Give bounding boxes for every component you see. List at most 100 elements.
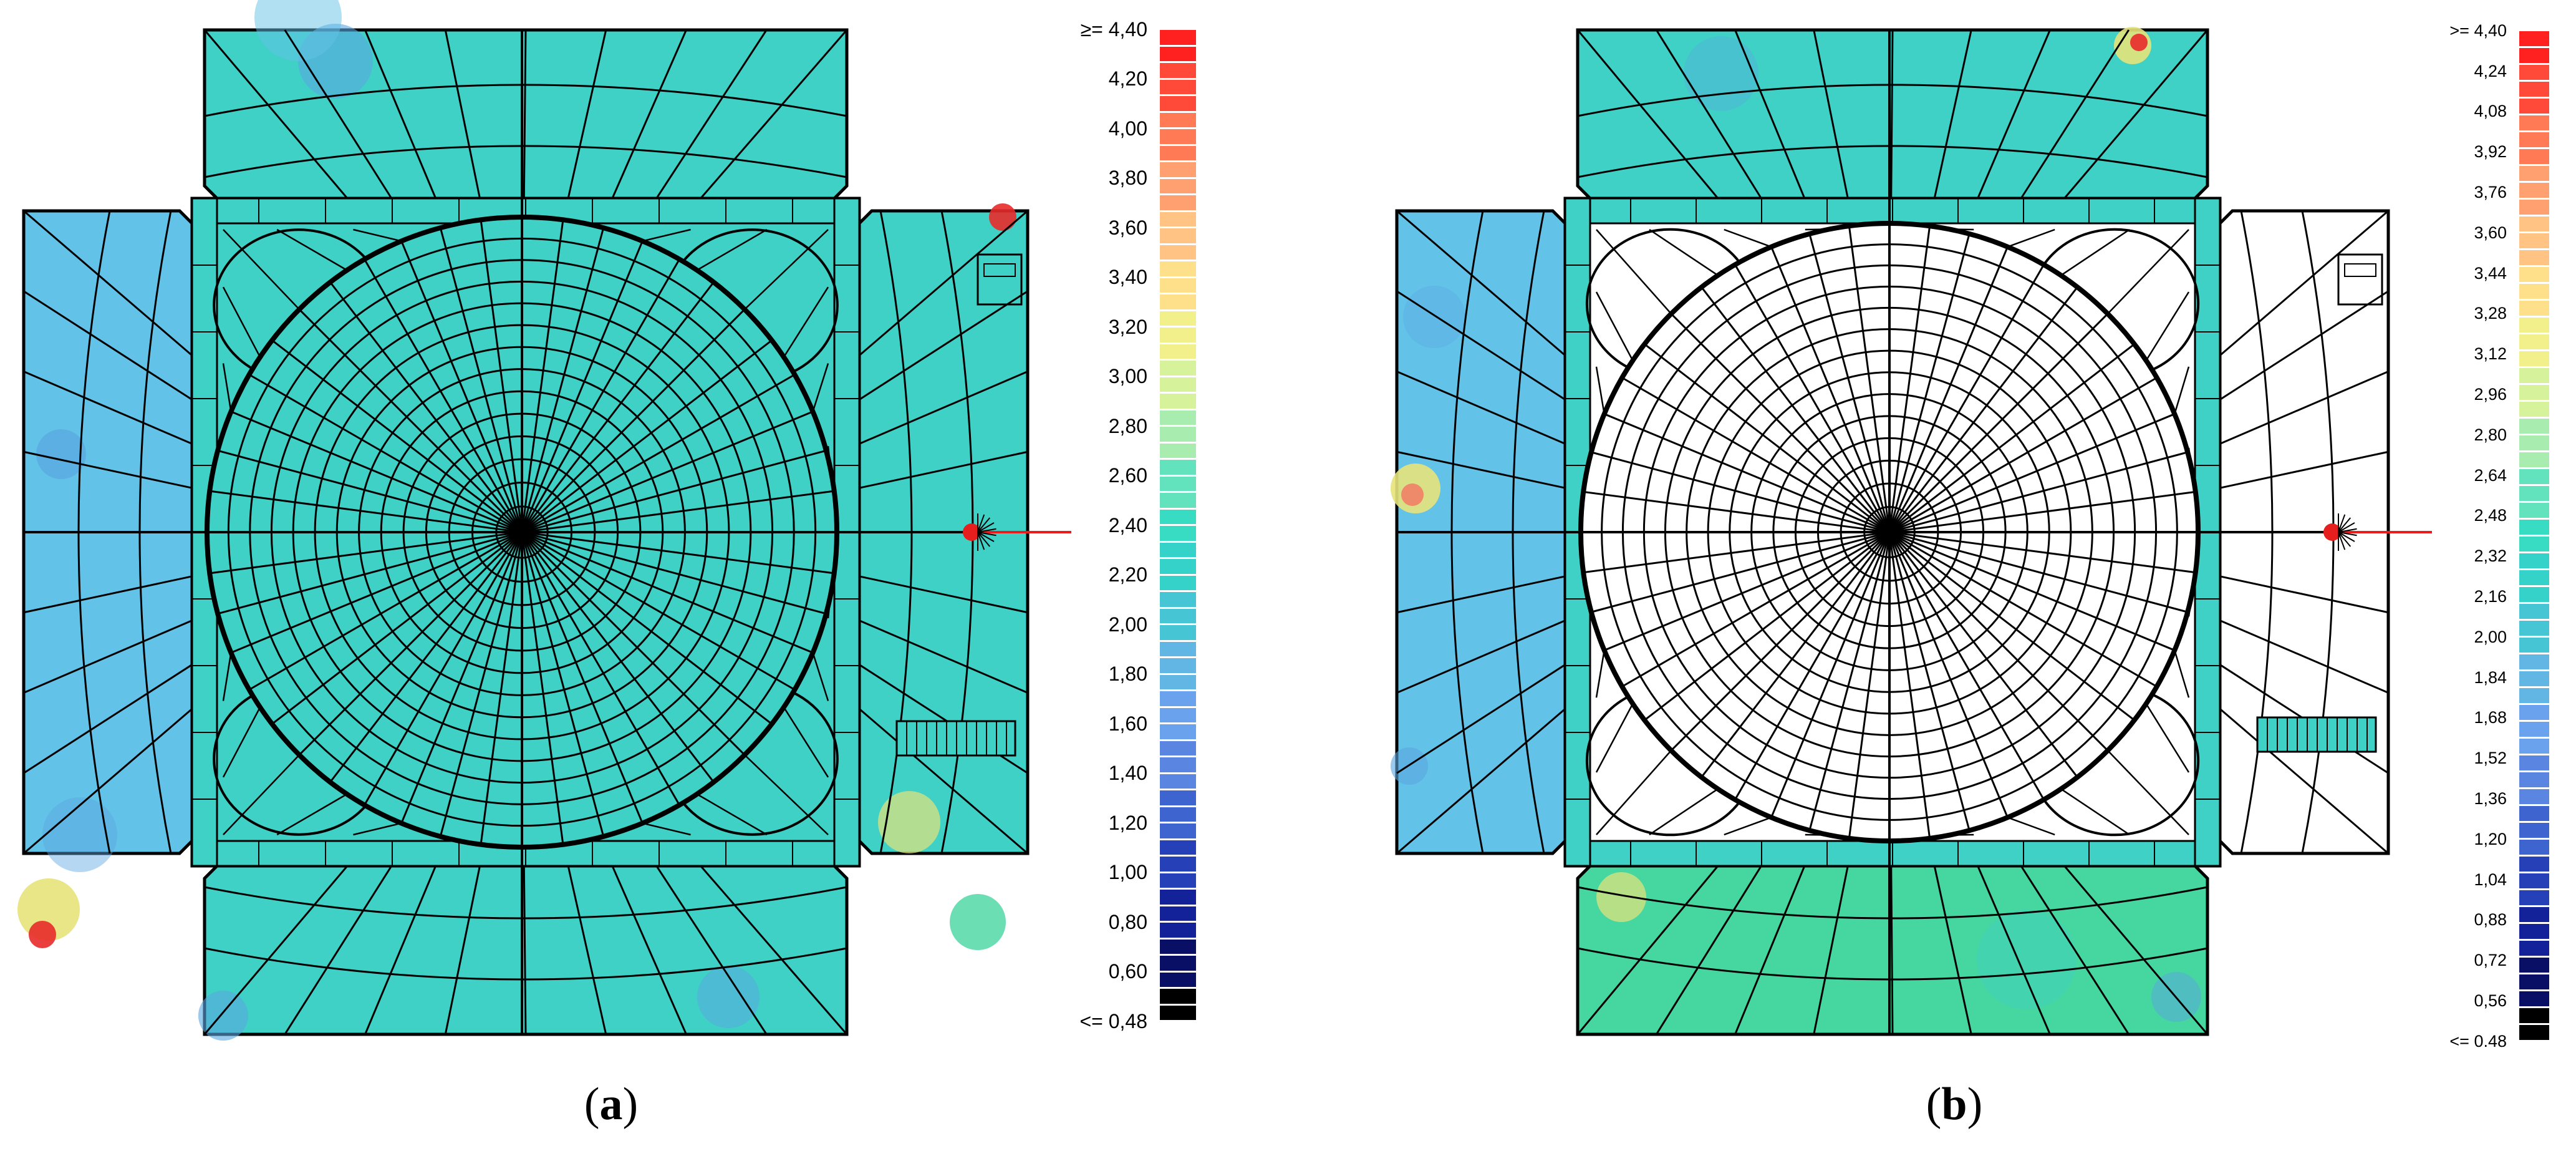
scale-tick-label: 2,80 [1108,414,1147,437]
wing-mesh-line [203,865,349,1035]
stress-hotspot [1401,483,1424,506]
wing-mesh-line [444,865,481,1035]
wing-mesh-line [23,371,193,445]
wing-mesh-line [2020,29,2130,199]
pendentive-mesh-line [783,286,829,358]
dome-meridian [298,308,518,528]
stress-hotspot [989,203,1016,231]
wing-mesh-line [23,575,193,614]
pendentive-mesh-line [1595,703,1634,773]
wing-mesh-line [2219,575,2389,614]
pendentive-mesh-line [696,793,768,836]
dome-meridian [1889,538,1931,838]
wing-mesh-line [1890,29,1894,199]
scale-color-band [1160,724,1196,739]
scale-color-band [2519,334,2549,349]
scale-tick-label: 1,80 [1108,663,1147,686]
dome-meridian [1604,533,1884,651]
stress-hotspot [878,791,940,853]
dome-meridian [528,449,827,532]
scale-tick-label: 3,40 [1108,266,1147,289]
wing-mesh-line [1576,865,1719,1035]
scale-color-band [2519,941,2549,956]
scale-tick-label: 1,00 [1108,861,1147,884]
wing-mesh-line [1655,29,1762,199]
wing-mesh-line [523,865,527,1035]
scale-color-band [1160,972,1196,987]
scale-tick-label: 3,76 [2474,183,2507,202]
wing-mesh-line [859,708,1028,855]
scale-color-band [1160,774,1196,789]
load-fan-line [2338,528,2357,533]
panel-b-caption-letter: b [1941,1079,1967,1130]
scale-color-band [1160,211,1196,226]
wing-mesh-line [1396,619,1566,694]
scale-color-band [1160,460,1196,475]
wing-mesh-line [23,210,193,356]
pendentive-mesh-line [1595,291,1634,361]
scale-color-band [2519,301,2549,316]
pendentive-mesh-line [1596,750,1672,835]
wing-arc [1577,145,2208,178]
dome-meridian [1891,537,2045,800]
scale-color-band [1160,112,1196,127]
scale-color-band [1160,559,1196,574]
pendentive-mesh-line [222,706,261,778]
room-outline [977,253,1023,306]
dome-meridian [528,532,834,575]
load-fan-line [977,532,985,550]
pendentive-mesh-line [1649,788,1719,836]
scale-tick-label: 0,60 [1108,960,1147,983]
scale-color-band [2519,469,2549,484]
dome-meridian [521,538,564,845]
dome-meridian [1808,233,1889,527]
dome-meridian [1848,226,1890,527]
scale-color-band [1160,79,1196,94]
wing-mesh-line [1933,29,1972,199]
scale-tick-label: 4,00 [1108,117,1147,140]
scale-tick-label: 1,52 [2474,749,2507,768]
scale-color-band [2519,537,2549,551]
load-fan-line [2338,514,2346,533]
scale-color-band [2519,99,2549,114]
scale-color-band [1160,493,1196,508]
dome-meridian [1621,377,1885,530]
wing-mesh-line [1813,865,1849,1035]
scale-tick-label: <= 0,48 [1079,1009,1147,1032]
room-detail [2344,263,2376,277]
scale-color-band [2519,250,2549,265]
wing-arc [1577,886,2208,920]
scale-color-band [1160,674,1196,689]
scale-tick-label: 1,04 [2474,870,2507,889]
scale-color-bar [2519,31,2549,1042]
scale-color-band [2519,890,2549,905]
dome-meridian [1583,490,1884,533]
scale-color-band [2519,570,2549,585]
scale-color-band [1160,923,1196,938]
wing-mesh-line [1813,29,1849,199]
dome-meridian [480,220,523,527]
scale-color-band [2519,739,2549,754]
plan-group [17,0,1071,1041]
wing-mesh-line [1396,575,1566,614]
dome-meridian [523,227,605,527]
wing-mesh-line [567,865,607,1035]
pendentive-mesh-line [223,229,300,310]
scale-color-band [2519,840,2549,855]
scale-color-band [2519,351,2549,366]
scale-color-band [2519,722,2549,737]
wing-mesh-line [1396,708,1566,855]
stress-hotspot [36,429,86,479]
scale-color-band [1160,906,1196,921]
scale-color-band [2519,419,2549,434]
scale-color-band [1160,195,1196,210]
pendentive-mesh-line [2060,788,2130,836]
scale-tick-label: 3,60 [1108,216,1147,239]
wing-mesh-line [1396,371,1566,445]
scale-color-band [2519,82,2549,97]
wing-arc [1577,84,2208,117]
wing-mesh-line [1396,210,1566,356]
scale-color-band [1160,328,1196,342]
scale-color-band [2519,48,2549,63]
scale-color-band [2519,638,2549,653]
